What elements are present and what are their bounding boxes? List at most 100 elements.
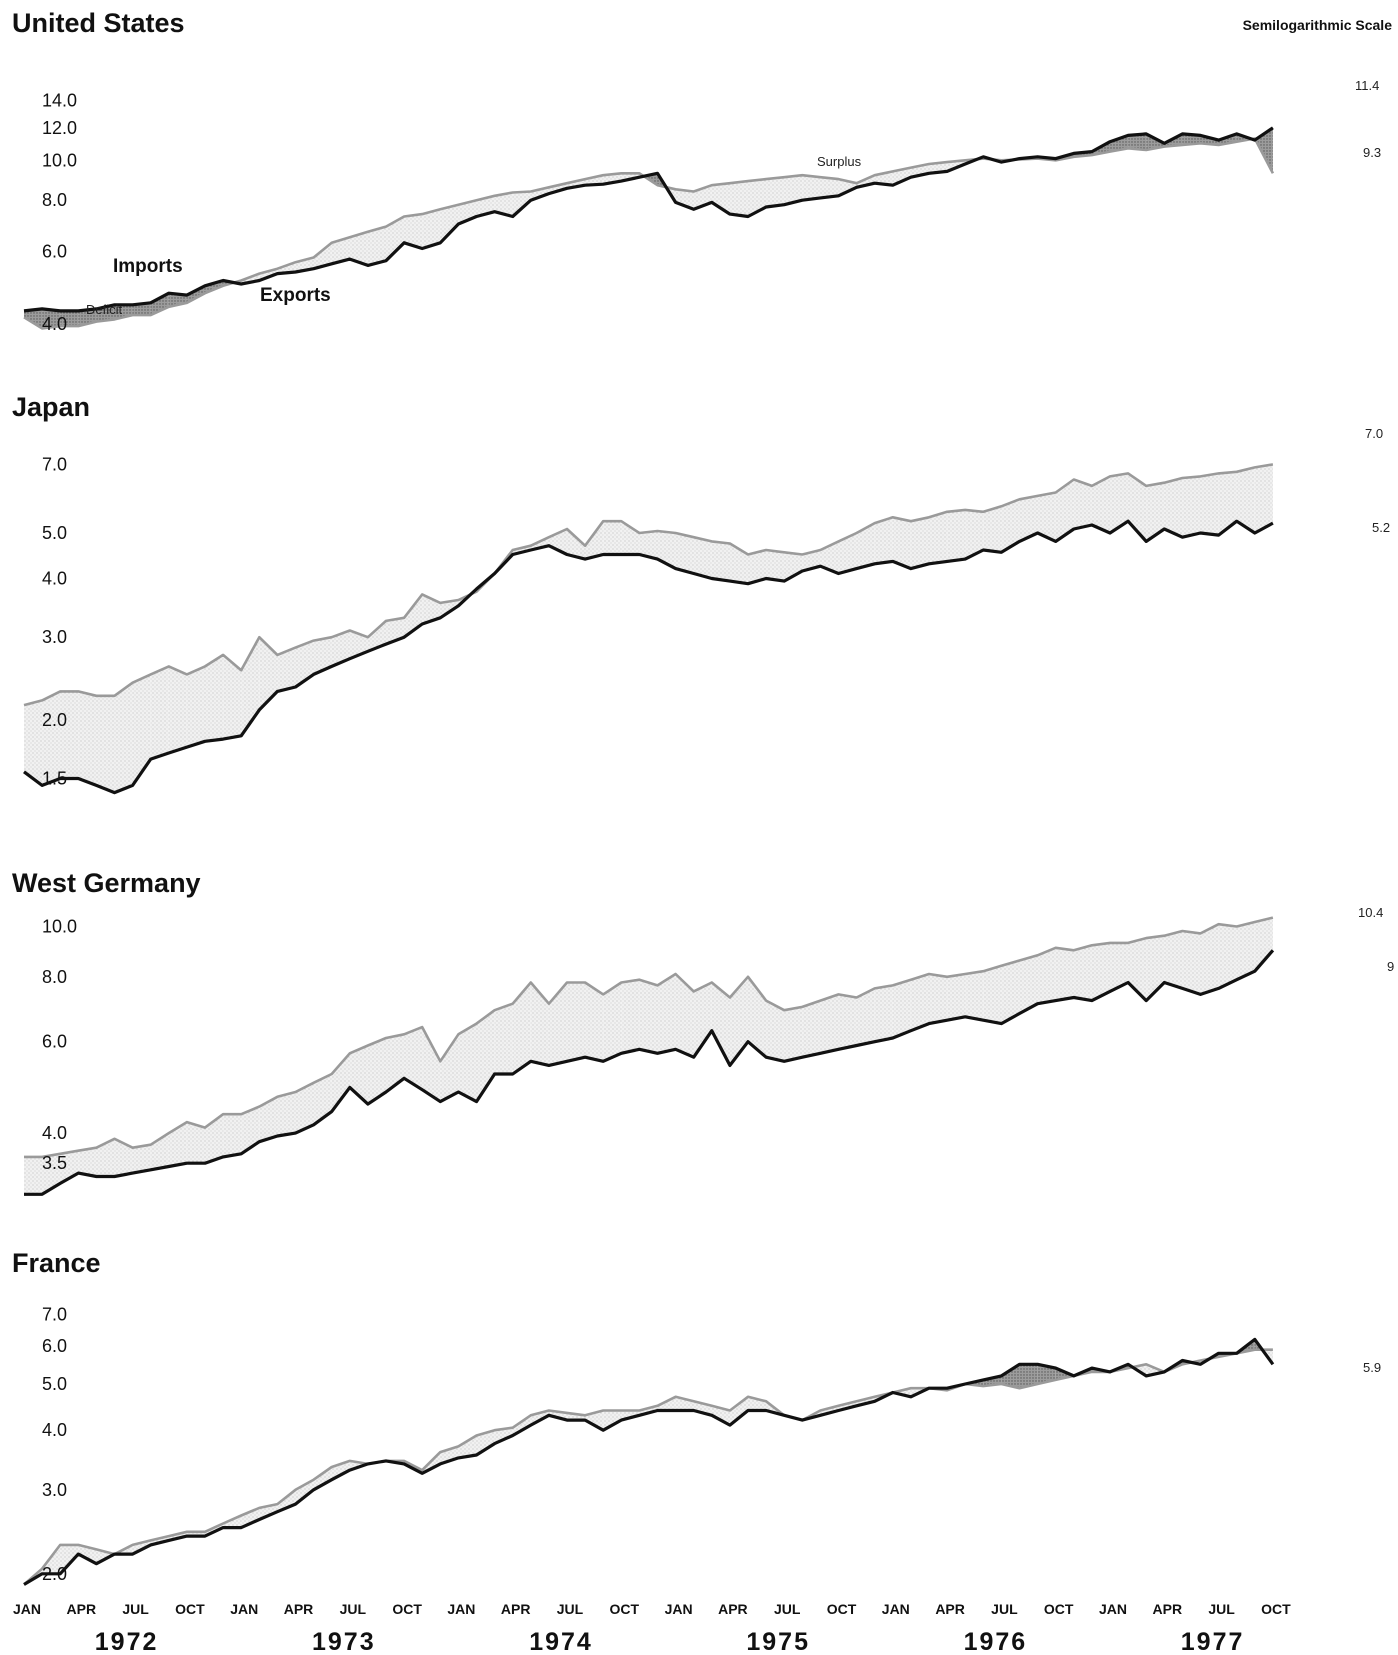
surplus-area-west-germany: [1200, 924, 1219, 995]
surplus-area-japan: [223, 654, 242, 740]
surplus-area-japan: [241, 637, 260, 736]
y-tick-label-france: 7.0: [42, 1304, 67, 1324]
surplus-area-west-germany: [1254, 917, 1273, 972]
panel-title-united-states: United States: [12, 8, 185, 38]
surplus-area-west-germany: [748, 976, 767, 1058]
year-axis: 1972 1973 1974 1975 1976 1977: [95, 1628, 1243, 1655]
panel-japan: 7.0 5.0 4.0 3.0 2.0 1.5: [23, 454, 1274, 795]
imports-line-west-germany: [24, 949, 1275, 1196]
surplus-area-france: [729, 1396, 748, 1426]
surplus-area-united-states: [784, 175, 803, 205]
surplus-area-japan: [693, 537, 712, 579]
y-tick-label-japan: 2.0: [42, 710, 67, 730]
month-label: JUL: [122, 1601, 149, 1617]
month-label: JAN: [1099, 1601, 1127, 1617]
y-tick-label-united-states: 4.0: [42, 314, 67, 334]
y-tick-label-france: 5.0: [42, 1374, 67, 1394]
month-label: JUL: [991, 1601, 1018, 1617]
panel-title-japan: Japan: [12, 392, 90, 422]
surplus-area-west-germany: [42, 1153, 61, 1195]
month-label: JAN: [882, 1601, 910, 1617]
month-label: APR: [718, 1601, 748, 1617]
year-label: 1973: [312, 1628, 376, 1655]
surplus-annotation: Surplus: [817, 154, 862, 169]
surplus-area-japan: [1037, 492, 1056, 542]
surplus-area-japan: [838, 533, 857, 574]
y-tick-label-france: 6.0: [42, 1336, 67, 1356]
surplus-area-japan: [114, 682, 133, 793]
surplus-area-france: [458, 1435, 477, 1458]
deficit-area-united-states: [42, 308, 61, 329]
surplus-area-west-germany: [1055, 947, 1074, 1001]
deficit-area-united-states: [1128, 133, 1147, 150]
y-tick-label-west-germany: 6.0: [42, 1032, 67, 1052]
surplus-area-west-germany: [530, 982, 549, 1066]
surplus-area-japan: [1200, 473, 1219, 536]
month-label: APR: [935, 1601, 965, 1617]
y-tick-label-united-states: 10.0: [42, 150, 77, 170]
y-tick-label-japan: 7.0: [42, 454, 67, 474]
surplus-area-japan: [929, 511, 948, 564]
year-label: 1975: [746, 1628, 810, 1655]
month-label: JAN: [230, 1601, 258, 1617]
surplus-area-japan: [910, 517, 929, 569]
surplus-area-united-states: [820, 177, 839, 198]
surplus-area-japan: [1182, 476, 1201, 538]
surplus-area-west-germany: [1146, 935, 1165, 1001]
surplus-area-west-germany: [892, 979, 911, 1038]
surplus-area-japan: [1254, 464, 1273, 533]
month-label: OCT: [827, 1601, 857, 1617]
month-label: APR: [1153, 1601, 1183, 1617]
surplus-area-japan: [675, 533, 694, 574]
surplus-area-japan: [983, 506, 1002, 553]
surplus-area-west-germany: [96, 1138, 115, 1177]
deficit-area-united-states: [186, 285, 205, 303]
surplus-area-west-germany: [838, 994, 857, 1050]
surplus-area-west-germany: [947, 974, 966, 1021]
deficit-area-france: [1001, 1364, 1020, 1389]
surplus-area-west-germany: [639, 979, 658, 1054]
surplus-area-west-germany: [1218, 924, 1237, 989]
month-label: OCT: [392, 1601, 422, 1617]
surplus-area-japan: [42, 691, 61, 786]
surplus-area-west-germany: [114, 1138, 133, 1177]
surplus-area-japan: [892, 517, 911, 569]
surplus-area-japan: [1218, 471, 1237, 536]
month-label: APR: [501, 1601, 531, 1617]
surplus-area-japan: [132, 674, 151, 786]
surplus-area-united-states: [367, 226, 386, 266]
surplus-area-japan: [748, 550, 767, 584]
surplus-area-west-germany: [711, 982, 730, 1066]
surplus-area-united-states: [494, 192, 513, 217]
year-label: 1976: [964, 1628, 1028, 1655]
month-label: JUL: [774, 1601, 801, 1617]
surplus-area-west-germany: [259, 1096, 278, 1142]
surplus-area-united-states: [729, 181, 748, 217]
surplus-area-france: [476, 1430, 495, 1455]
surplus-area-united-states: [386, 216, 405, 261]
us-imports-end-label: 11.4: [1355, 78, 1379, 93]
surplus-area-japan: [567, 529, 586, 560]
surplus-area-west-germany: [494, 1003, 513, 1074]
surplus-area-united-states: [349, 231, 368, 266]
panel-title-west-germany: West Germany: [12, 868, 201, 898]
surplus-area-japan: [1055, 479, 1074, 542]
surplus-area-west-germany: [78, 1147, 97, 1177]
month-label: APR: [67, 1601, 97, 1617]
surplus-area-west-germany: [675, 974, 694, 1058]
imports-line-united-states: [23, 126, 1274, 313]
year-label: 1972: [95, 1628, 159, 1655]
surplus-area-west-germany: [512, 982, 531, 1074]
surplus-area-japan: [729, 543, 748, 584]
surplus-area-west-germany: [766, 1000, 785, 1062]
surplus-area-france: [603, 1410, 622, 1431]
surplus-area-united-states: [512, 191, 531, 217]
y-tick-label-united-states: 12.0: [42, 118, 77, 138]
surplus-area-west-germany: [929, 974, 948, 1024]
y-tick-label-japan: 4.0: [42, 569, 67, 589]
y-tick-label-france: 2.0: [42, 1564, 67, 1584]
y-tick-label-west-germany: 10.0: [42, 917, 77, 937]
imports-annotation: Imports: [113, 256, 183, 277]
surplus-area-west-germany: [223, 1114, 242, 1157]
month-label: JUL: [340, 1601, 367, 1617]
